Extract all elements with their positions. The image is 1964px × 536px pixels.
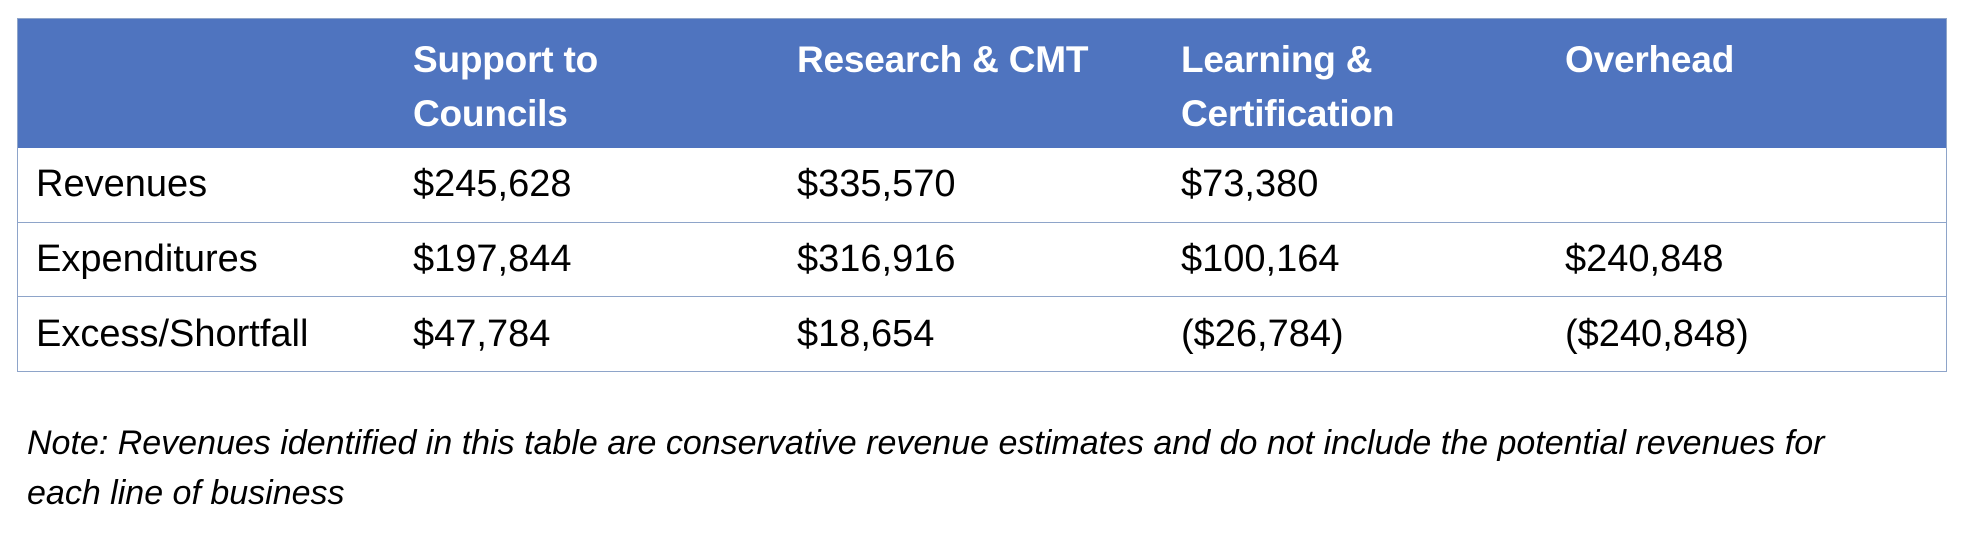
row-label: Expenditures	[18, 221, 401, 297]
header-cell-empty	[18, 19, 401, 148]
table-cell: $316,916	[785, 221, 1169, 297]
header-line: Learning &	[1181, 39, 1373, 80]
financial-summary-table: Support to Councils Research & CMT Learn…	[17, 18, 1947, 372]
header-research-cmt: Research & CMT	[785, 19, 1169, 148]
header-overhead: Overhead	[1553, 19, 1946, 148]
header-line: Overhead	[1565, 39, 1735, 80]
table-note: Note: Revenues identified in this table …	[27, 424, 1825, 512]
table-row-expenditures: Expenditures $197,844 $316,916 $100,164 …	[18, 221, 1946, 297]
row-label: Excess/Shortfall	[18, 296, 401, 371]
header-learning-certification: Learning & Certification	[1169, 19, 1553, 148]
table-cell: $73,380	[1181, 163, 1319, 206]
table-cell: ($26,784)	[1169, 296, 1553, 371]
table: Support to Councils Research & CMT Learn…	[18, 19, 1946, 371]
table-cell: $245,628	[413, 163, 572, 206]
header-line: Support to	[413, 39, 599, 80]
table-body: Revenues $245,628 $335,570 $73,380 Expen…	[18, 148, 1946, 371]
table-cell: ($240,848)	[1553, 296, 1946, 371]
table-cell	[1553, 148, 1946, 222]
table-cell: $197,844	[401, 221, 785, 297]
header-row: Support to Councils Research & CMT Learn…	[18, 19, 1946, 148]
table-row-excess-shortfall: Excess/Shortfall $47,784 $18,654 ($26,78…	[18, 296, 1946, 371]
header-line: Councils	[413, 93, 568, 134]
header-line: Certification	[1181, 93, 1395, 134]
row-label: Revenues	[36, 163, 208, 206]
header-support-to-councils: Support to Councils	[401, 19, 785, 148]
table-cell: $335,570	[797, 163, 956, 206]
table-header: Support to Councils Research & CMT Learn…	[18, 19, 1946, 148]
header-line: Research & CMT	[797, 39, 1089, 80]
table-cell: $18,654	[785, 296, 1169, 371]
table-row-revenues: Revenues $245,628 $335,570 $73,380	[18, 148, 1946, 222]
table-cell: $47,784	[401, 296, 785, 371]
table-cell: $240,848	[1553, 221, 1946, 297]
table-cell: $100,164	[1169, 221, 1553, 297]
